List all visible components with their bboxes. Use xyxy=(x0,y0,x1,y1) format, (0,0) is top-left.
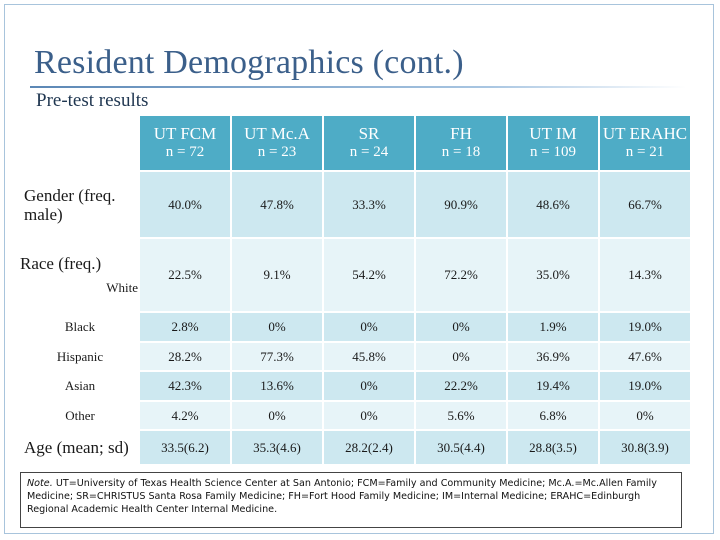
title-underline xyxy=(30,86,686,88)
slide-frame xyxy=(4,4,714,534)
table-cell: 33.3% xyxy=(324,172,414,238)
column-header-ut-fcm: UT FCM n = 72 xyxy=(140,116,230,170)
row-label-age: Age (mean; sd) xyxy=(22,431,138,464)
table-cell: 2.8% xyxy=(140,313,230,341)
table-cell: 13.6% xyxy=(232,372,322,400)
section-label-race: Race (freq.) xyxy=(20,254,102,274)
table-cell: 19.4% xyxy=(508,372,598,400)
table-cell: 28.2(2.4) xyxy=(324,431,414,464)
table-cell: 22.2% xyxy=(416,372,506,400)
table-cell: 0% xyxy=(324,372,414,400)
table-cell: 0% xyxy=(232,313,322,341)
table-row-white: Race (freq.) White 22.5% 9.1% 54.2% 72.2… xyxy=(20,239,690,312)
table-cell: 47.8% xyxy=(232,172,322,238)
table-cell: 66.7% xyxy=(600,172,690,238)
table-row-gender: Gender (freq. male) 40.0% 47.8% 33.3% 90… xyxy=(22,172,690,238)
table-cell: 40.0% xyxy=(140,172,230,238)
table-cell: 47.6% xyxy=(600,342,690,371)
column-header-ut-mca: UT Mc.A n = 23 xyxy=(232,116,322,170)
table-cell: 0% xyxy=(416,313,506,341)
table-cell: 0% xyxy=(600,401,690,430)
table-cell: 14.3% xyxy=(600,239,690,312)
table-cell: 54.2% xyxy=(324,239,414,312)
table-cell: 30.8(3.9) xyxy=(600,431,690,464)
header-row: UT FCM n = 72 UT Mc.A n = 23 SR n = 24 FH n … xyxy=(22,116,690,170)
table-cell: 0% xyxy=(232,401,322,430)
column-header-sr: SR n = 24 xyxy=(324,116,414,170)
table-cell: 77.3% xyxy=(232,342,322,371)
table-row-age: Age (mean; sd) 33.5(6.2) 35.3(4.6) 28.2(… xyxy=(22,431,690,464)
table-cell: 90.9% xyxy=(416,172,506,238)
table-cell: 5.6% xyxy=(416,401,506,430)
column-header-ut-erahc: UT ERAHC n = 21 xyxy=(600,116,690,170)
table-cell: 28.8(3.5) xyxy=(508,431,598,464)
header-blank-cell xyxy=(22,116,138,170)
row-label-race-white: Race (freq.) White xyxy=(20,239,138,312)
table-cell: 72.2% xyxy=(416,239,506,312)
note-prefix: Note. xyxy=(27,478,53,489)
row-label-black: Black xyxy=(22,313,138,341)
table-cell: 0% xyxy=(324,401,414,430)
slide-title: Resident Demographics (cont.) xyxy=(34,44,464,81)
slide-subtitle: Pre-test results xyxy=(36,90,149,111)
row-label-other: Other xyxy=(22,401,138,430)
note-text: UT=University of Texas Health Science Ce… xyxy=(27,478,657,515)
table-row-hispanic: Hispanic 28.2% 77.3% 45.8% 0% 36.9% 47.6… xyxy=(22,342,690,371)
table-cell: 42.3% xyxy=(140,372,230,400)
table-cell: 22.5% xyxy=(140,239,230,312)
row-label-white: White xyxy=(106,280,138,296)
table-cell: 0% xyxy=(324,313,414,341)
table-cell: 35.3(4.6) xyxy=(232,431,322,464)
table-cell: 30.5(4.4) xyxy=(416,431,506,464)
table-cell: 28.2% xyxy=(140,342,230,371)
table-cell: 33.5(6.2) xyxy=(140,431,230,464)
table-cell: 36.9% xyxy=(508,342,598,371)
table-cell: 9.1% xyxy=(232,239,322,312)
row-label-gender: Gender (freq. male) xyxy=(22,172,138,238)
column-header-ut-im: UT IM n = 109 xyxy=(508,116,598,170)
table-cell: 0% xyxy=(416,342,506,371)
table-cell: 1.9% xyxy=(508,313,598,341)
table-row-other: Other 4.2% 0% 0% 5.6% 6.8% 0% xyxy=(22,401,690,430)
demographics-table: UT FCM n = 72 UT Mc.A n = 23 SR n = 24 FH n … xyxy=(20,114,692,466)
row-label-asian: Asian xyxy=(22,372,138,400)
table-row-black: Black 2.8% 0% 0% 0% 1.9% 19.0% xyxy=(22,313,690,341)
row-label-hispanic: Hispanic xyxy=(22,342,138,371)
table-cell: 6.8% xyxy=(508,401,598,430)
table-row-asian: Asian 42.3% 13.6% 0% 22.2% 19.4% 19.0% xyxy=(22,372,690,400)
table-cell: 48.6% xyxy=(508,172,598,238)
table-cell: 4.2% xyxy=(140,401,230,430)
column-header-fh: FH n = 18 xyxy=(416,116,506,170)
table-cell: 35.0% xyxy=(508,239,598,312)
table-cell: 19.0% xyxy=(600,372,690,400)
table-note: Note. UT=University of Texas Health Scie… xyxy=(20,472,682,528)
table-cell: 19.0% xyxy=(600,313,690,341)
table-cell: 45.8% xyxy=(324,342,414,371)
